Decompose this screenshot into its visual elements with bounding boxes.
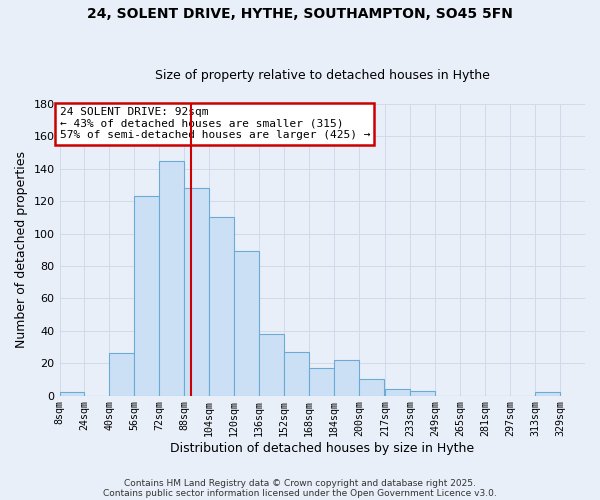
Bar <box>284 352 309 396</box>
Bar <box>160 160 184 396</box>
Bar <box>535 392 560 396</box>
Bar <box>410 390 436 396</box>
Bar <box>109 354 134 396</box>
Text: Contains HM Land Registry data © Crown copyright and database right 2025.: Contains HM Land Registry data © Crown c… <box>124 478 476 488</box>
Bar <box>385 389 410 396</box>
Title: Size of property relative to detached houses in Hythe: Size of property relative to detached ho… <box>155 69 490 82</box>
Bar <box>309 368 334 396</box>
Text: 24, SOLENT DRIVE, HYTHE, SOUTHAMPTON, SO45 5FN: 24, SOLENT DRIVE, HYTHE, SOUTHAMPTON, SO… <box>87 8 513 22</box>
Bar <box>184 188 209 396</box>
Bar <box>259 334 284 396</box>
Text: 24 SOLENT DRIVE: 92sqm
← 43% of detached houses are smaller (315)
57% of semi-de: 24 SOLENT DRIVE: 92sqm ← 43% of detached… <box>59 107 370 140</box>
Bar <box>134 196 160 396</box>
Bar <box>209 218 234 396</box>
Bar <box>334 360 359 396</box>
Bar <box>59 392 85 396</box>
Bar <box>359 380 384 396</box>
X-axis label: Distribution of detached houses by size in Hythe: Distribution of detached houses by size … <box>170 442 475 455</box>
Text: Contains public sector information licensed under the Open Government Licence v3: Contains public sector information licen… <box>103 488 497 498</box>
Bar <box>234 252 259 396</box>
Y-axis label: Number of detached properties: Number of detached properties <box>15 152 28 348</box>
